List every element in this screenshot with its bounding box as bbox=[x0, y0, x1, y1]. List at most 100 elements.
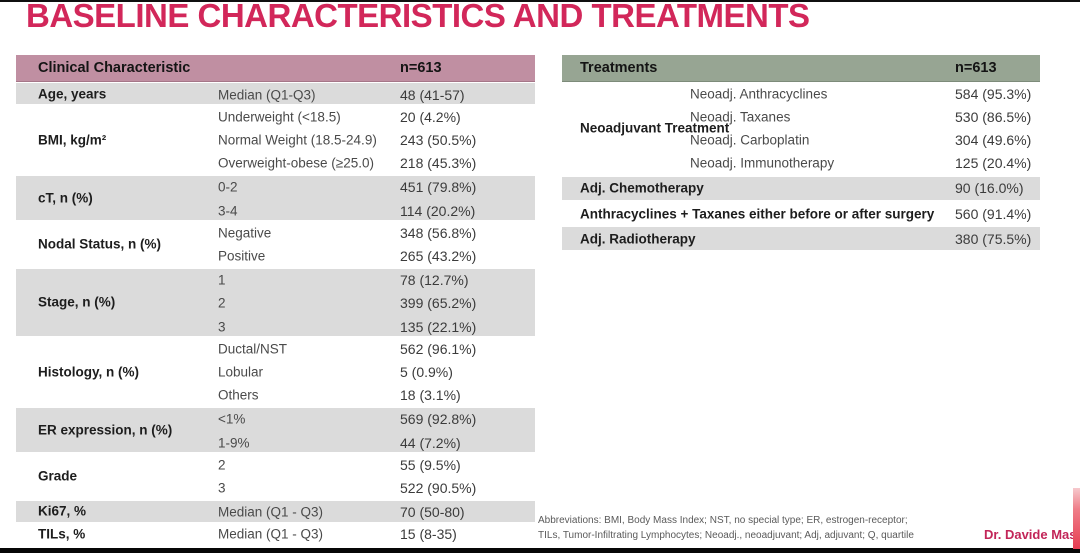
table-group: BMI, kg/m² Underweight (<18.5) 20 (4.2%) No… bbox=[16, 105, 535, 175]
table-row: Neoadj. Carboplatin 304 (49.6%) bbox=[562, 128, 1040, 151]
treatments-header-n: n=613 bbox=[955, 60, 997, 76]
group-label: BMI, kg/m² bbox=[38, 132, 107, 148]
row-sublabel: <1% bbox=[218, 411, 246, 427]
table-group: TILs, % Median (Q1 - Q3) 15 (8-35) bbox=[16, 522, 535, 546]
table-row: Median (Q1 - Q3) 15 (8-35) bbox=[16, 523, 535, 546]
table-group: Age, years Median (Q1-Q3) 48 (41-57) bbox=[16, 82, 535, 106]
row-sublabel: Overweight-obese (≥25.0) bbox=[218, 155, 374, 171]
row-sublabel: Neoadj. Carboplatin bbox=[690, 132, 810, 148]
row-value: 125 (20.4%) bbox=[955, 155, 1032, 172]
row-label: Adj. Chemotherapy bbox=[580, 180, 704, 196]
table-row: Positive 265 (43.2%) bbox=[16, 244, 535, 267]
table-row: 0-2 451 (79.8%) bbox=[16, 176, 535, 199]
row-value: 348 (56.8%) bbox=[400, 224, 477, 241]
row-value: 48 (41-57) bbox=[400, 86, 465, 103]
table-group: Stage, n (%) 1 78 (12.7%) 2 399 (65.2%) 3 135 … bbox=[16, 267, 535, 338]
row-sublabel: Underweight (<18.5) bbox=[218, 109, 341, 125]
clinical-table-body: Age, years Median (Q1-Q3) 48 (41-57) BMI, k… bbox=[16, 82, 535, 546]
abbreviations-line-1: Abbreviations: BMI, Body Mass Index; NST… bbox=[538, 515, 908, 526]
table-group: Neoadjuvant Treatment Neoadj. Anthracycli… bbox=[562, 82, 1040, 175]
table-row: Lobular 5 (0.9%) bbox=[16, 360, 535, 383]
table-group: cT, n (%) 0-2 451 (79.8%) 3-4 114 (20.2%) bbox=[16, 174, 535, 222]
table-row: Ductal/NST 562 (96.1%) bbox=[16, 337, 535, 360]
row-value: 15 (8-35) bbox=[400, 526, 457, 543]
row-sublabel: 2 bbox=[218, 457, 226, 473]
table-row: 3 135 (22.1%) bbox=[16, 315, 535, 338]
table-row: Neoadj. Taxanes 530 (86.5%) bbox=[562, 105, 1040, 128]
row-value: 530 (86.5%) bbox=[955, 108, 1032, 125]
treatments-table: Treatments n=613 Neoadjuvant Treatment Ne… bbox=[562, 55, 1040, 251]
group-label: Histology, n (%) bbox=[38, 364, 139, 380]
row-sublabel: Negative bbox=[218, 225, 272, 241]
table-row: 3-4 114 (20.2%) bbox=[16, 199, 535, 222]
row-value: 522 (90.5%) bbox=[400, 479, 477, 496]
row-label: Anthracyclines + Taxanes either before o… bbox=[580, 206, 935, 222]
table-row: Overweight-obese (≥25.0) 218 (45.3%) bbox=[16, 152, 535, 175]
row-value: 135 (22.1%) bbox=[400, 318, 477, 335]
table-row: <1% 569 (92.8%) bbox=[16, 408, 535, 431]
row-value: 451 (79.8%) bbox=[400, 179, 477, 196]
clinical-header-label: Clinical Characteristic bbox=[38, 60, 191, 76]
row-sublabel: Lobular bbox=[218, 364, 264, 380]
treatments-header-label: Treatments bbox=[580, 60, 658, 76]
group-label: Nodal Status, n (%) bbox=[38, 236, 162, 252]
row-value: 20 (4.2%) bbox=[400, 108, 461, 125]
table-row: Median (Q1 - Q3) 70 (50-80) bbox=[16, 501, 535, 524]
table-row: Neoadj. Immunotherapy 125 (20.4%) bbox=[562, 152, 1040, 175]
row-value: 569 (92.8%) bbox=[400, 411, 477, 428]
right-edge-marker bbox=[1073, 488, 1080, 549]
row-sublabel: 1 bbox=[218, 272, 226, 288]
table-group: Grade 2 55 (9.5%) 3 522 (90.5%) bbox=[16, 453, 535, 500]
row-value: 560 (91.4%) bbox=[955, 205, 1032, 222]
row-sublabel: Median (Q1 - Q3) bbox=[218, 526, 324, 542]
group-label: ER expression, n (%) bbox=[38, 422, 173, 438]
page-title: BASELINE CHARACTERISTICS AND TREATMENTS bbox=[26, 0, 810, 34]
row-value: 44 (7.2%) bbox=[400, 434, 461, 451]
row-value: 304 (49.6%) bbox=[955, 131, 1032, 148]
group-label: Ki67, % bbox=[38, 503, 87, 519]
abbreviations-note: Abbreviations: BMI, Body Mass Index; NST… bbox=[538, 514, 914, 543]
top-edge-strip bbox=[0, 0, 1080, 2]
row-value: 584 (95.3%) bbox=[955, 85, 1032, 102]
table-row: Anthracyclines + Taxanes either before o… bbox=[562, 201, 1040, 226]
row-sublabel: 0-2 bbox=[218, 179, 238, 195]
row-value: 380 (75.5%) bbox=[955, 230, 1032, 247]
row-sublabel: Positive bbox=[218, 248, 266, 264]
clinical-table-header: Clinical Characteristic n=613 bbox=[16, 55, 535, 82]
row-sublabel: Neoadj. Anthracyclines bbox=[690, 86, 828, 102]
row-sublabel: Neoadj. Immunotherapy bbox=[690, 155, 835, 171]
row-value: 5 (0.9%) bbox=[400, 363, 453, 380]
row-sublabel: 3-4 bbox=[218, 203, 238, 219]
table-group: Histology, n (%) Ductal/NST 562 (96.1%) Lob… bbox=[16, 337, 535, 407]
row-sublabel: Ductal/NST bbox=[218, 341, 288, 357]
row-sublabel: Median (Q1-Q3) bbox=[218, 87, 316, 103]
group-label: Neoadjuvant Treatment bbox=[580, 120, 730, 136]
treatments-table-header: Treatments n=613 bbox=[562, 55, 1040, 82]
table-row: Adj. Chemotherapy 90 (16.0%) bbox=[562, 176, 1040, 200]
row-value: 78 (12.7%) bbox=[400, 272, 469, 289]
row-value: 399 (65.2%) bbox=[400, 295, 477, 312]
table-row: 2 399 (65.2%) bbox=[16, 292, 535, 315]
table-row: Normal Weight (18.5-24.9) 243 (50.5%) bbox=[16, 128, 535, 151]
table-row: 1-9% 44 (7.2%) bbox=[16, 431, 535, 454]
row-sublabel: 3 bbox=[218, 319, 226, 335]
table-row: 1 78 (12.7%) bbox=[16, 269, 535, 292]
table-row: Median (Q1-Q3) 48 (41-57) bbox=[16, 83, 535, 106]
row-value: 114 (20.2%) bbox=[400, 202, 476, 219]
row-value: 243 (50.5%) bbox=[400, 131, 477, 148]
row-value: 265 (43.2%) bbox=[400, 247, 477, 264]
row-sublabel: Median (Q1 - Q3) bbox=[218, 504, 324, 520]
author-credit: Dr. Davide Massa bbox=[984, 527, 1080, 542]
clinical-characteristics-table: Clinical Characteristic n=613 Age, years… bbox=[16, 55, 535, 546]
clinical-header-n: n=613 bbox=[400, 60, 442, 76]
group-label: cT, n (%) bbox=[38, 190, 93, 206]
group-label: Grade bbox=[38, 468, 78, 484]
row-value: 70 (50-80) bbox=[400, 504, 465, 521]
row-sublabel: 3 bbox=[218, 480, 226, 496]
table-row: 3 522 (90.5%) bbox=[16, 476, 535, 499]
group-label: TILs, % bbox=[38, 526, 86, 542]
group-label: Stage, n (%) bbox=[38, 294, 116, 310]
row-sublabel: Others bbox=[218, 387, 259, 403]
table-row: Neoadj. Anthracyclines 584 (95.3%) bbox=[562, 82, 1040, 105]
